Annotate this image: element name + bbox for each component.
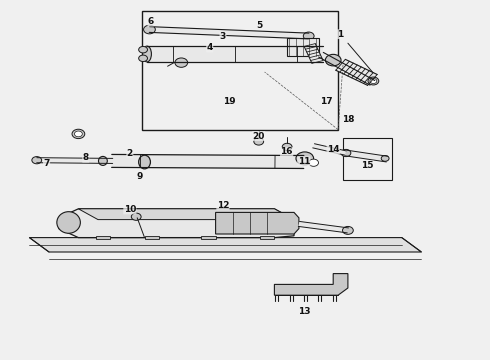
Polygon shape [260,236,274,239]
Circle shape [254,138,264,145]
Circle shape [343,226,353,234]
Bar [142,11,338,130]
Polygon shape [59,209,294,238]
Bar [343,138,392,180]
Circle shape [341,149,351,157]
Polygon shape [318,53,375,85]
Text: 10: 10 [123,205,136,214]
Polygon shape [216,212,299,234]
Ellipse shape [98,156,107,165]
Polygon shape [287,38,318,56]
Circle shape [32,157,42,164]
Polygon shape [298,221,348,233]
Circle shape [74,131,82,137]
Text: 20: 20 [252,132,265,140]
Polygon shape [29,238,421,252]
Circle shape [368,77,379,85]
Polygon shape [78,209,294,220]
Polygon shape [149,27,309,39]
Circle shape [381,156,389,161]
Text: 6: 6 [148,17,154,26]
Text: 2: 2 [127,149,133,158]
Text: 15: 15 [361,161,374,170]
Text: 14: 14 [327,145,340,154]
Text: 7: 7 [43,159,50,168]
Text: 11: 11 [297,157,310,166]
Circle shape [144,25,155,34]
Text: 13: 13 [297,307,310,316]
Polygon shape [336,59,377,85]
Polygon shape [37,158,113,163]
Circle shape [282,143,292,150]
Circle shape [296,152,314,165]
Text: 12: 12 [217,201,229,210]
Circle shape [131,213,141,220]
Ellipse shape [139,155,150,169]
Text: 8: 8 [83,153,89,162]
Polygon shape [96,236,110,239]
Circle shape [72,129,85,139]
Polygon shape [112,154,304,168]
Text: 3: 3 [220,32,226,41]
Polygon shape [304,44,323,63]
Circle shape [325,54,341,66]
Text: 4: 4 [206,43,213,52]
Circle shape [303,32,314,40]
Polygon shape [274,274,348,295]
Ellipse shape [143,46,151,62]
Circle shape [175,58,188,67]
Circle shape [139,46,147,53]
Circle shape [139,55,147,62]
Text: 18: 18 [342,115,354,124]
Polygon shape [345,150,388,162]
Circle shape [370,78,377,84]
Text: 17: 17 [319,97,332,106]
Text: 9: 9 [136,172,143,181]
Ellipse shape [57,212,80,233]
Circle shape [309,159,318,166]
Polygon shape [201,236,216,239]
Text: 16: 16 [280,148,293,156]
Polygon shape [147,46,323,62]
Text: 5: 5 [257,21,263,30]
Text: 19: 19 [223,97,236,106]
Polygon shape [313,144,346,155]
Text: 1: 1 [338,30,343,39]
Polygon shape [145,236,159,239]
